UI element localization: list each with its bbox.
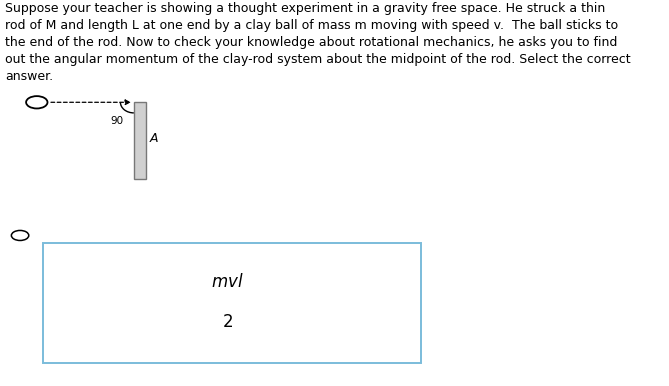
Text: $2$: $2$: [222, 313, 233, 331]
Text: Suppose your teacher is showing a thought experiment in a gravity free space. He: Suppose your teacher is showing a though…: [5, 2, 631, 83]
Text: 90: 90: [110, 116, 124, 126]
Bar: [43, 243, 421, 363]
Text: A: A: [150, 132, 159, 146]
Bar: [134, 102, 146, 179]
Text: $mvl$: $mvl$: [211, 273, 244, 291]
